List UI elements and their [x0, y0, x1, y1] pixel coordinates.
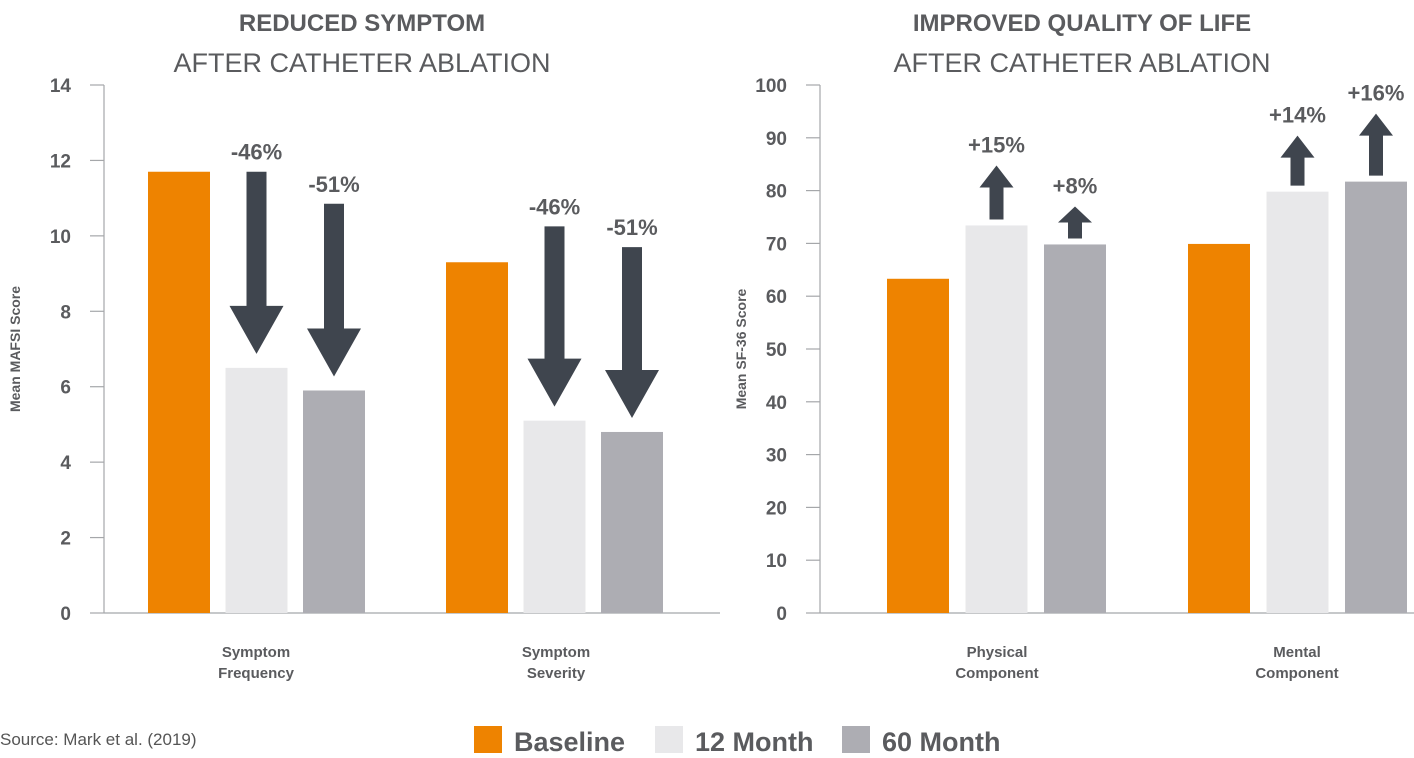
bar-baseline	[1188, 243, 1250, 614]
down-arrow	[229, 171, 284, 354]
y-tick-label: 100	[755, 76, 787, 97]
change-label: +16%	[1348, 81, 1405, 106]
down-arrow	[527, 226, 582, 407]
y-axis-label-0: Mean MAFSI Score	[7, 286, 23, 412]
up-arrow	[1058, 206, 1092, 239]
category-label: Symptom	[522, 644, 590, 661]
bar-60-month	[1345, 181, 1407, 613]
change-label: -51%	[606, 215, 657, 240]
change-label: -46%	[529, 194, 580, 219]
category-label: Severity	[527, 665, 586, 682]
category-label: Symptom	[222, 644, 290, 661]
legend-label-12-month: 12 Month	[695, 727, 814, 757]
y-tick-label: 60	[766, 287, 787, 308]
bar-baseline	[446, 262, 508, 613]
bar-baseline	[148, 171, 210, 613]
y-tick-label: 70	[766, 234, 787, 255]
chart-subtitle-0: AFTER CATHETER ABLATION	[173, 48, 550, 78]
bar-12-month	[523, 420, 586, 613]
y-tick-label: 10	[766, 551, 787, 572]
y-tick-label: 0	[776, 604, 787, 625]
y-axis-label-1: Mean SF-36 Score	[733, 288, 749, 409]
y-tick-label: 50	[766, 340, 787, 361]
y-tick-label: 8	[60, 302, 71, 323]
y-tick-label: 6	[60, 378, 71, 399]
y-tick-label: 12	[50, 151, 71, 172]
y-tick-label: 10	[50, 227, 71, 248]
change-label: +15%	[968, 132, 1025, 157]
y-tick-label: 14	[50, 76, 72, 97]
y-tick-label: 40	[766, 393, 787, 414]
category-label: Frequency	[218, 665, 295, 682]
y-tick-label: 30	[766, 446, 787, 467]
bar-12-month	[1266, 191, 1329, 613]
legend-label-baseline: Baseline	[514, 727, 626, 757]
chart-title-0: REDUCED SYMPTOM	[239, 10, 485, 37]
change-label: +14%	[1269, 103, 1326, 128]
up-arrow	[1280, 135, 1315, 186]
up-arrow	[1359, 113, 1393, 176]
up-arrow	[979, 165, 1014, 220]
category-label: Physical	[967, 644, 1028, 661]
legend-swatch-baseline	[474, 726, 502, 753]
y-tick-label: 90	[766, 129, 787, 150]
bar-12-month	[965, 225, 1028, 613]
y-tick-label: 4	[60, 453, 71, 474]
legend-swatch-12-month	[655, 726, 683, 753]
y-tick-label: 0	[60, 604, 71, 625]
y-tick-label: 80	[766, 182, 787, 203]
bar-60-month	[303, 390, 365, 613]
bar-12-month	[225, 367, 288, 613]
change-label: -51%	[308, 172, 359, 197]
category-label: Mental	[1273, 644, 1321, 661]
category-label: Component	[955, 665, 1038, 682]
chart-subtitle-1: AFTER CATHETER ABLATION	[893, 48, 1270, 78]
source-note: Source: Mark et al. (2019)	[0, 730, 197, 749]
legend-label-60-month: 60 Month	[882, 727, 1001, 757]
down-arrow	[605, 247, 659, 418]
change-label: -46%	[231, 140, 282, 165]
y-tick-label: 20	[766, 498, 787, 519]
y-tick-label: 2	[60, 529, 71, 550]
legend-swatch-60-month	[842, 726, 870, 753]
bar-baseline	[887, 278, 949, 613]
bar-60-month	[601, 431, 663, 613]
bar-60-month	[1044, 244, 1106, 613]
category-label: Component	[1255, 665, 1338, 682]
chart-title-1: IMPROVED QUALITY OF LIFE	[913, 10, 1251, 37]
change-label: +8%	[1053, 173, 1098, 198]
down-arrow	[307, 203, 361, 377]
